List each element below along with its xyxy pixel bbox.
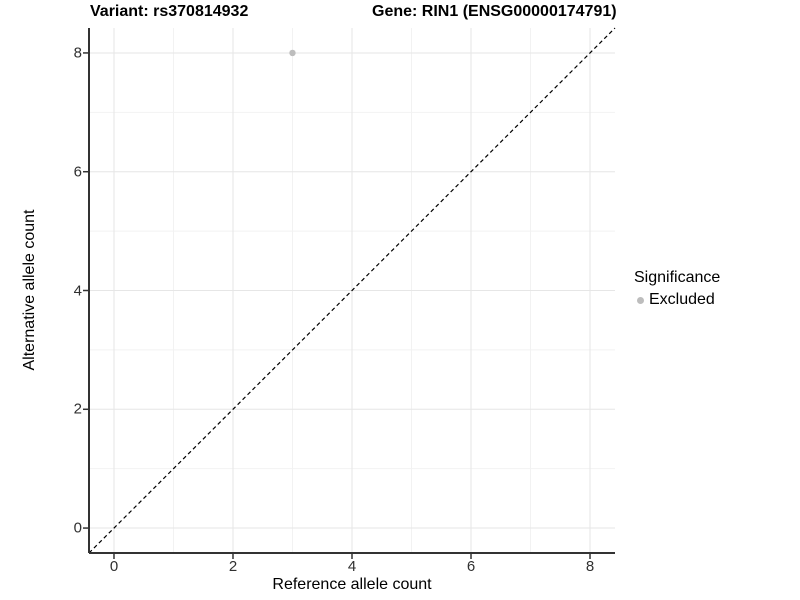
y-axis-title: Alternative allele count bbox=[21, 209, 38, 371]
plot-panel bbox=[83, 27, 616, 559]
legend-item-excluded: Excluded bbox=[634, 291, 720, 309]
gene-title: Gene: RIN1 (ENSG00000174791) bbox=[372, 3, 617, 20]
legend: Significance Excluded bbox=[634, 269, 720, 309]
identity-line bbox=[88, 27, 616, 554]
y-tick-label: 0 bbox=[73, 519, 82, 537]
excluded-point-icon bbox=[637, 296, 644, 304]
x-tick-label: 6 bbox=[466, 558, 476, 575]
x-tick-label: 0 bbox=[109, 558, 119, 575]
plot-canvas bbox=[83, 27, 616, 559]
y-tick-label: 2 bbox=[73, 400, 82, 418]
x-axis-title: Reference allele count bbox=[272, 576, 432, 593]
legend-item-label: Excluded bbox=[649, 291, 715, 308]
x-tick-label: 8 bbox=[585, 558, 595, 575]
y-tick-label: 4 bbox=[73, 282, 82, 299]
y-tick-label: 8 bbox=[73, 44, 82, 62]
x-tick-label: 2 bbox=[228, 558, 238, 575]
legend-title: Significance bbox=[634, 269, 721, 286]
y-tick-label: 6 bbox=[73, 163, 82, 181]
x-tick-label: 4 bbox=[347, 558, 357, 575]
variant-title: Variant: rs370814932 bbox=[90, 3, 249, 20]
data-point bbox=[289, 49, 296, 57]
